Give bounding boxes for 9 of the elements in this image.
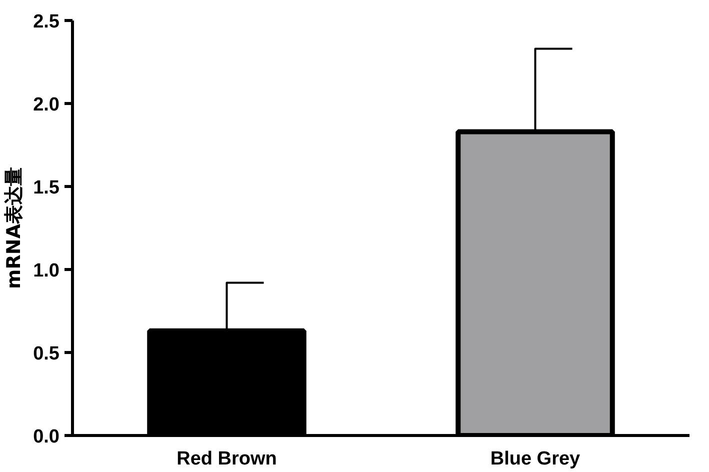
y-tick-label: 0.0 bbox=[33, 426, 60, 448]
x-tick-label: Blue Grey bbox=[490, 448, 581, 470]
y-tick-label: 1.5 bbox=[33, 178, 60, 198]
y-axis-title: mRNA表达量 bbox=[3, 166, 26, 290]
x-tick-label: Red Brown bbox=[176, 448, 277, 470]
y-tick-label: 2.0 bbox=[33, 94, 60, 116]
y-tick-label: 0.5 bbox=[33, 344, 60, 364]
y-tick-label: 2.5 bbox=[33, 12, 60, 32]
y-tick-label: 1.0 bbox=[33, 260, 60, 282]
